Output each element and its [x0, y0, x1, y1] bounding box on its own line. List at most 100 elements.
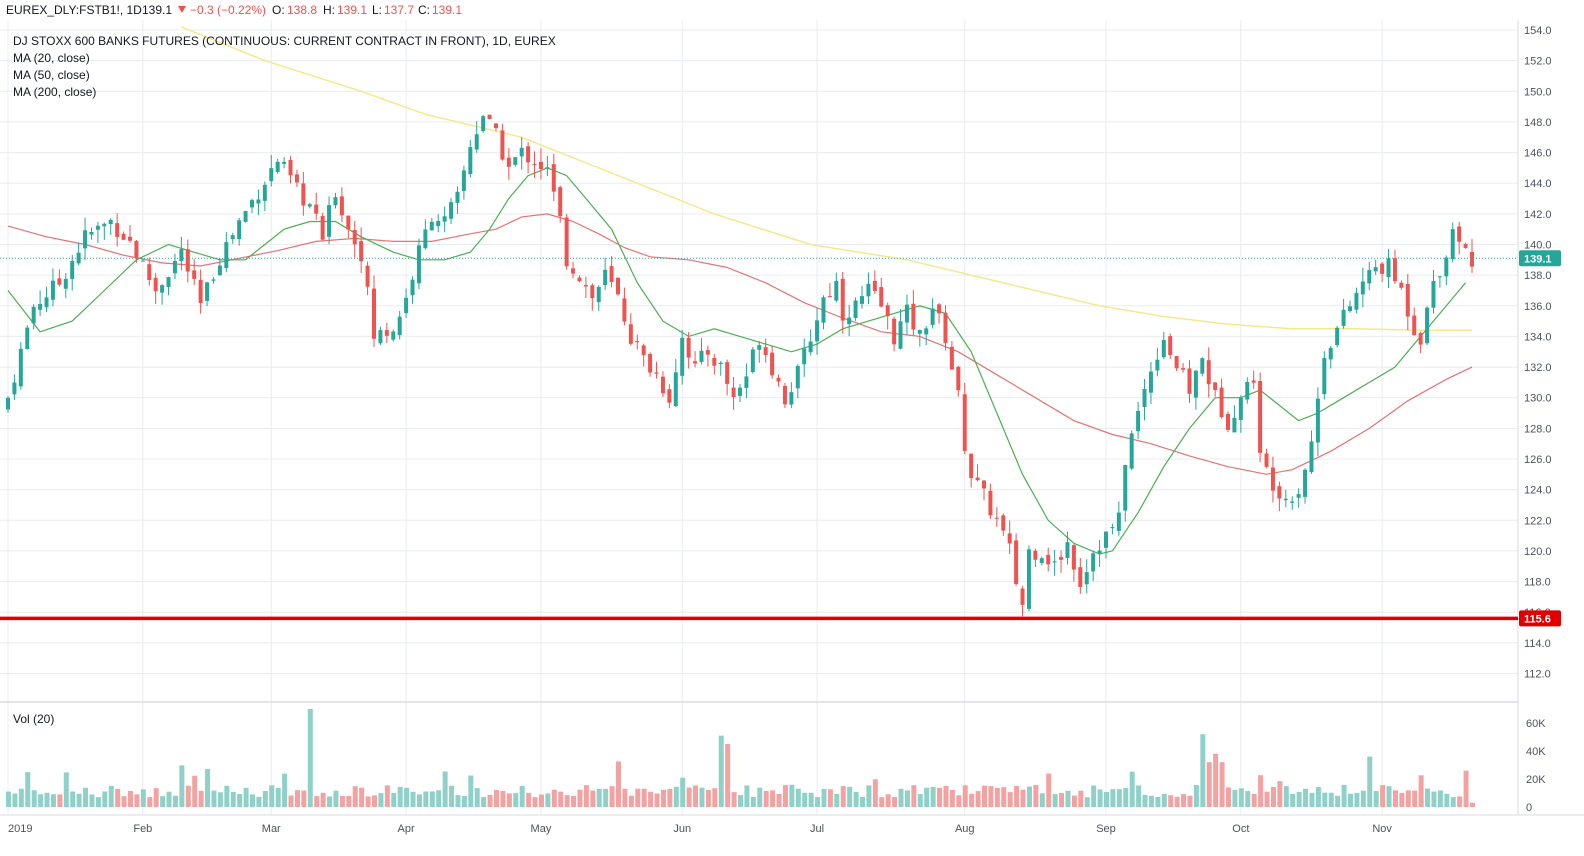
- candle[interactable]: [198, 279, 203, 303]
- volume-bar[interactable]: [121, 796, 127, 807]
- volume-bar[interactable]: [937, 787, 943, 807]
- volume-bar[interactable]: [455, 795, 461, 807]
- candle[interactable]: [282, 161, 287, 164]
- ma20-line[interactable]: [7, 167, 1467, 555]
- candle[interactable]: [1046, 554, 1051, 565]
- volume-bar[interactable]: [1341, 784, 1347, 807]
- candle[interactable]: [63, 278, 68, 289]
- candle[interactable]: [1226, 413, 1230, 430]
- volume-bar[interactable]: [898, 788, 904, 807]
- volume-bar[interactable]: [924, 787, 930, 807]
- volume-bar[interactable]: [449, 785, 455, 807]
- volume-bar[interactable]: [911, 785, 917, 807]
- candle[interactable]: [102, 223, 107, 227]
- volume-bar[interactable]: [404, 787, 410, 807]
- candle[interactable]: [506, 157, 511, 167]
- volume-bar[interactable]: [1142, 794, 1148, 807]
- candle[interactable]: [1142, 389, 1147, 407]
- volume-bar[interactable]: [956, 795, 962, 807]
- candle[interactable]: [969, 453, 974, 479]
- candle[interactable]: [885, 305, 890, 317]
- candle[interactable]: [815, 320, 820, 342]
- candle[interactable]: [378, 330, 383, 344]
- candle[interactable]: [1033, 550, 1038, 560]
- candle[interactable]: [667, 389, 672, 403]
- candle[interactable]: [1315, 398, 1320, 443]
- candle[interactable]: [397, 316, 402, 336]
- volume-bar[interactable]: [494, 790, 499, 807]
- candle[interactable]: [256, 199, 261, 204]
- candle[interactable]: [404, 297, 409, 314]
- candle[interactable]: [1360, 281, 1365, 295]
- volume-bar[interactable]: [583, 785, 589, 807]
- candle[interactable]: [237, 220, 242, 240]
- volume-bar[interactable]: [628, 795, 634, 807]
- candle[interactable]: [205, 282, 210, 301]
- candle[interactable]: [693, 361, 698, 364]
- candle[interactable]: [924, 328, 929, 335]
- candle[interactable]: [1065, 542, 1070, 559]
- volume-bar[interactable]: [205, 769, 211, 807]
- candle[interactable]: [731, 387, 736, 398]
- volume-bar[interactable]: [943, 785, 949, 807]
- candle[interactable]: [988, 490, 993, 516]
- volume-bar[interactable]: [1251, 793, 1257, 807]
- candle[interactable]: [808, 341, 813, 353]
- volume-bar[interactable]: [346, 795, 352, 807]
- volume-bar[interactable]: [1071, 795, 1077, 807]
- candle[interactable]: [853, 300, 858, 318]
- candle[interactable]: [384, 330, 389, 336]
- candle[interactable]: [847, 317, 852, 325]
- volume-bar[interactable]: [1405, 790, 1411, 807]
- candle[interactable]: [1078, 567, 1083, 587]
- volume-bar[interactable]: [282, 773, 288, 807]
- volume-bar[interactable]: [660, 789, 666, 807]
- volume-bar[interactable]: [474, 788, 480, 807]
- candle[interactable]: [134, 240, 139, 258]
- candle[interactable]: [269, 168, 274, 182]
- volume-bar[interactable]: [18, 788, 24, 807]
- candle[interactable]: [571, 268, 576, 274]
- volume-bar[interactable]: [815, 797, 821, 807]
- candle[interactable]: [288, 159, 293, 176]
- candle[interactable]: [115, 223, 120, 237]
- volume-bar[interactable]: [1328, 792, 1334, 807]
- candle[interactable]: [314, 204, 319, 214]
- volume-bar[interactable]: [12, 793, 18, 807]
- volume-bar[interactable]: [969, 793, 975, 807]
- volume-bar[interactable]: [988, 786, 994, 807]
- candle[interactable]: [789, 392, 794, 405]
- volume-bar[interactable]: [1367, 756, 1373, 807]
- candle[interactable]: [699, 350, 704, 362]
- candle[interactable]: [487, 114, 492, 119]
- volume-bar[interactable]: [147, 797, 153, 807]
- candle[interactable]: [725, 362, 730, 384]
- candle[interactable]: [1335, 327, 1340, 346]
- volume-bar[interactable]: [140, 789, 146, 807]
- candle[interactable]: [38, 304, 43, 310]
- volume-bar[interactable]: [198, 790, 204, 807]
- candle[interactable]: [211, 279, 216, 281]
- candle[interactable]: [911, 303, 916, 330]
- candle[interactable]: [827, 296, 832, 298]
- candle[interactable]: [538, 161, 543, 170]
- candle[interactable]: [481, 116, 486, 132]
- candle[interactable]: [1380, 263, 1385, 274]
- volume-bar[interactable]: [545, 793, 551, 807]
- volume-bar[interactable]: [840, 786, 846, 807]
- candle[interactable]: [1270, 467, 1275, 491]
- candle[interactable]: [1309, 441, 1314, 473]
- volume-bar[interactable]: [31, 790, 37, 807]
- volume-bar[interactable]: [1437, 790, 1443, 807]
- volume-bar[interactable]: [262, 790, 268, 807]
- volume-bar[interactable]: [616, 761, 621, 807]
- candle[interactable]: [1026, 549, 1031, 609]
- candle[interactable]: [1155, 359, 1160, 371]
- volume-bar[interactable]: [718, 735, 724, 807]
- volume-bar[interactable]: [885, 794, 891, 807]
- candle[interactable]: [1136, 410, 1141, 432]
- volume-bar[interactable]: [1270, 787, 1276, 807]
- candle[interactable]: [526, 146, 531, 163]
- volume-bar[interactable]: [763, 791, 769, 807]
- volume-bar[interactable]: [1418, 775, 1424, 807]
